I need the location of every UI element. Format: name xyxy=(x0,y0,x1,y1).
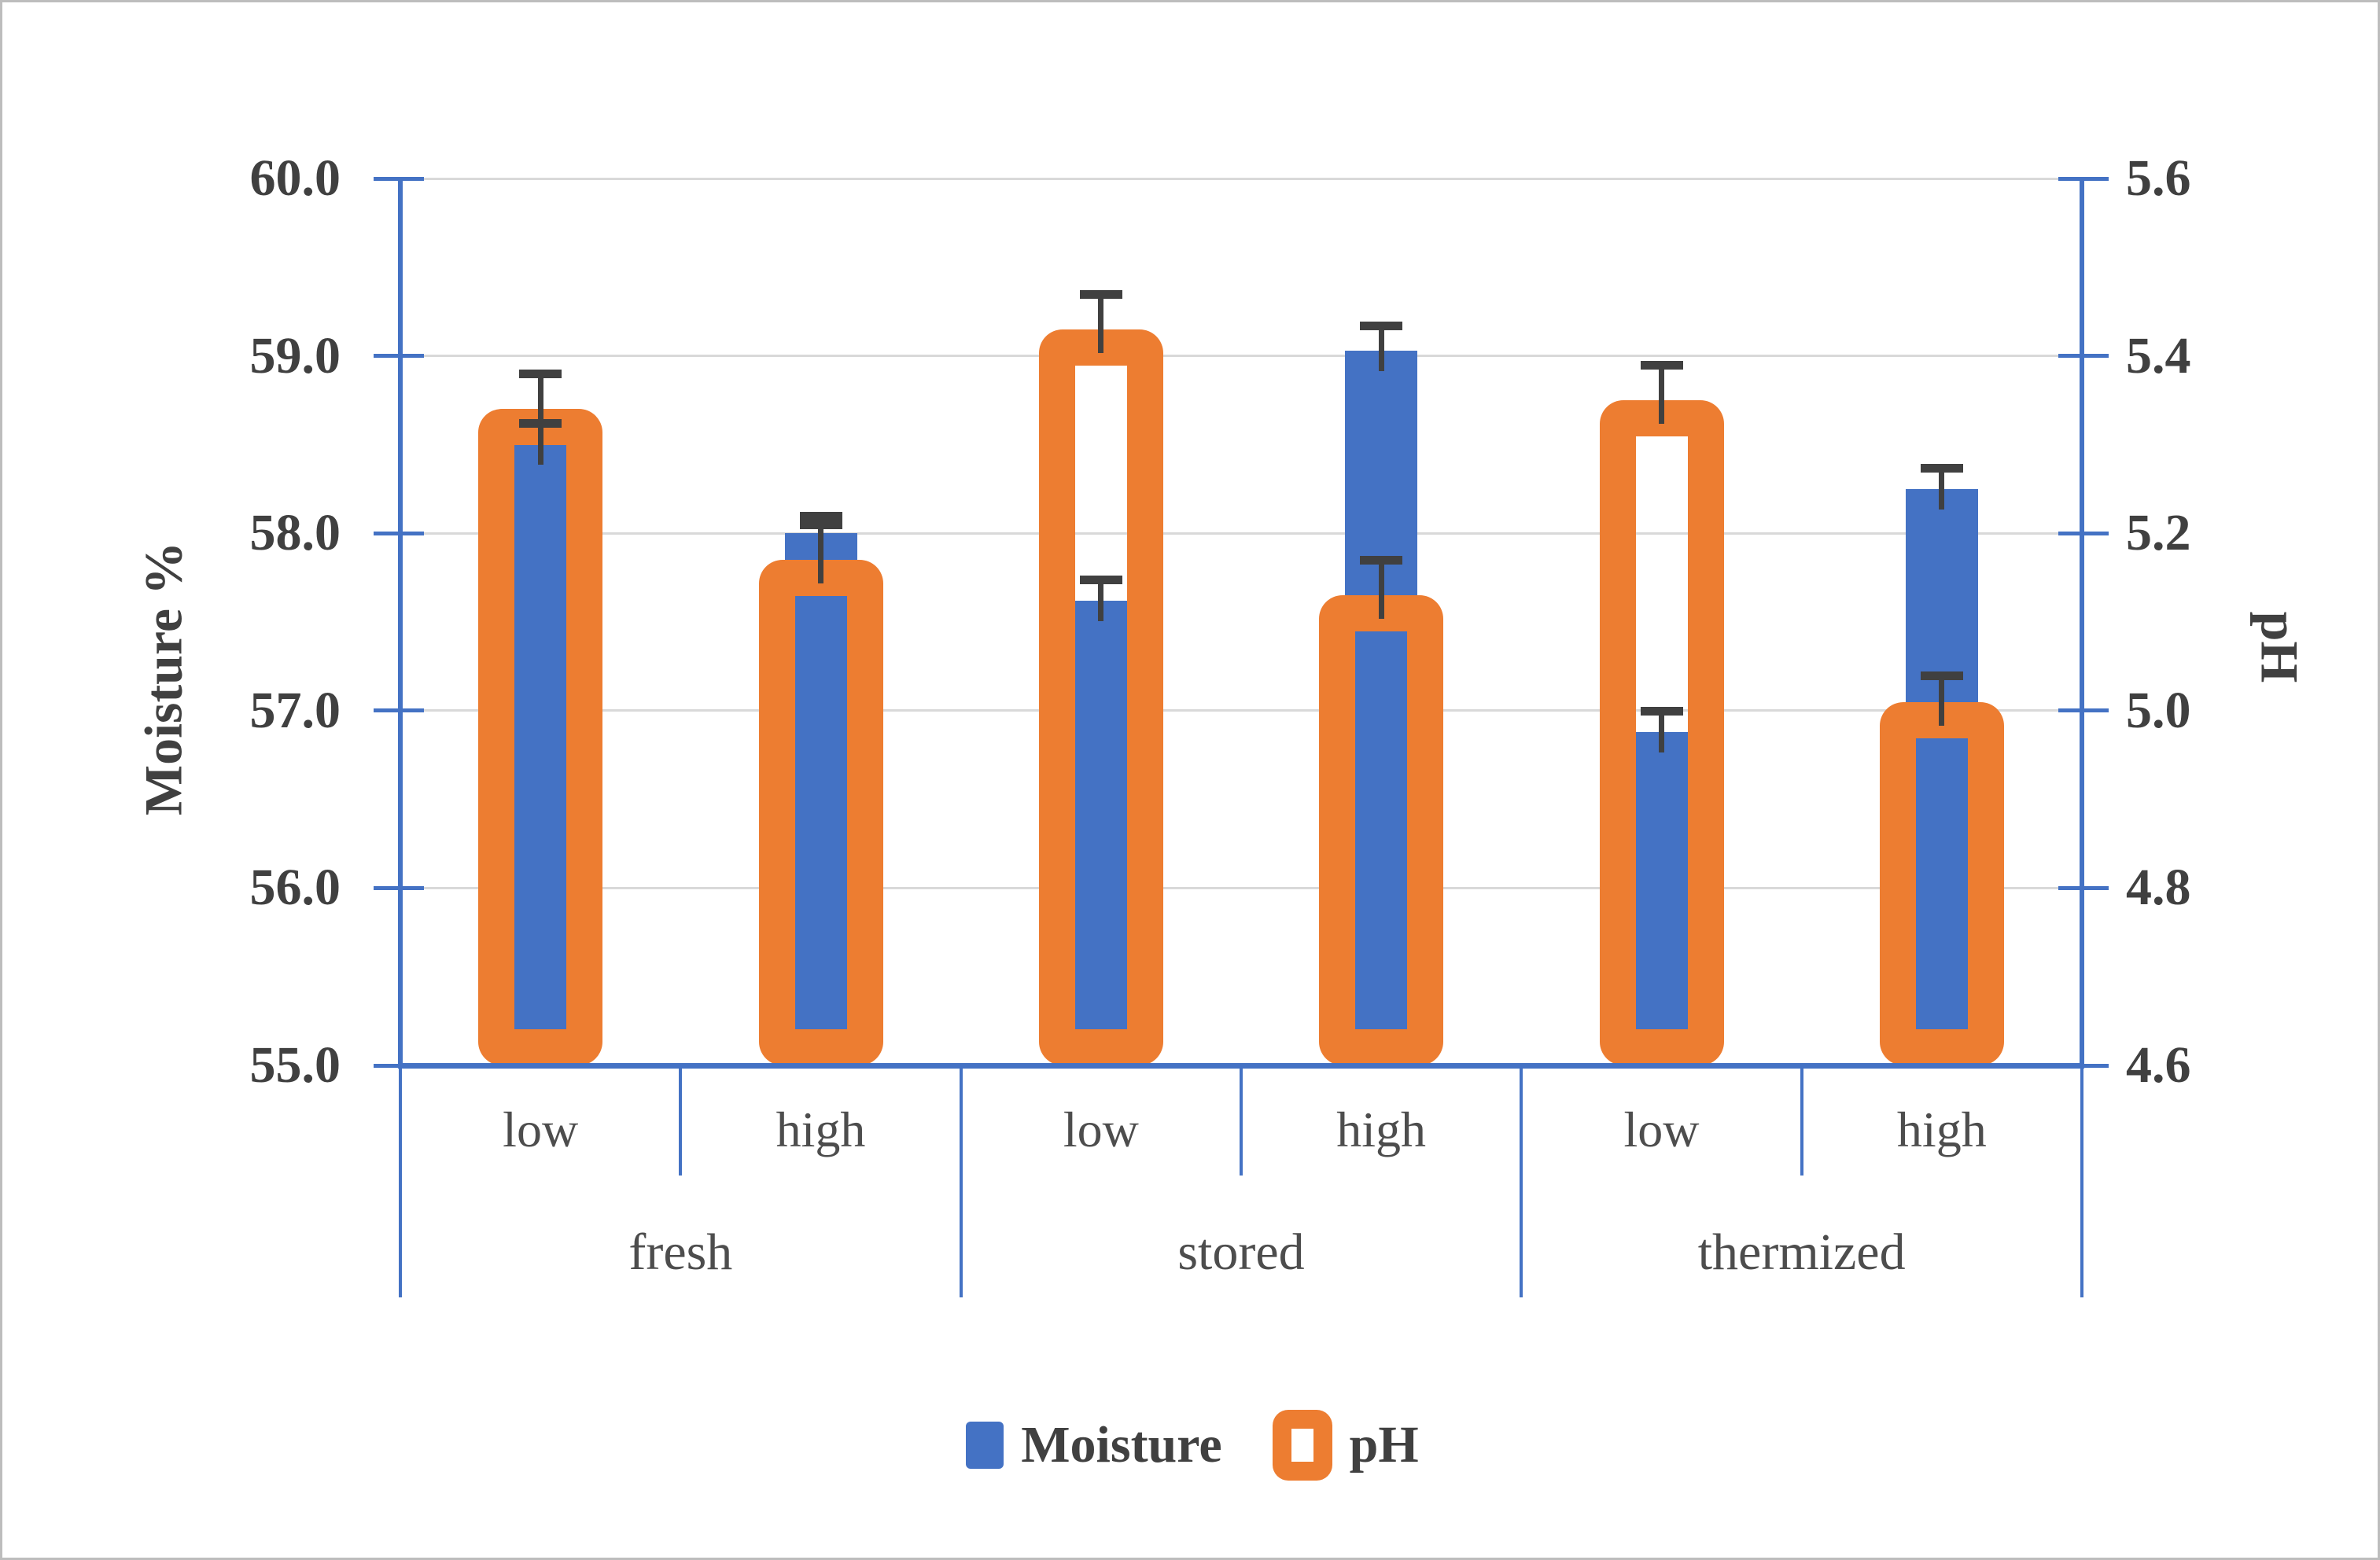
left-axis-tick xyxy=(374,1063,424,1068)
moisture-swatch-icon xyxy=(966,1422,1004,1469)
right-axis-tick xyxy=(2058,176,2109,181)
y-tick-label-left: 60.0 xyxy=(249,149,341,207)
bar-ph-stored-low xyxy=(1038,329,1163,1065)
left-axis-tick xyxy=(374,176,424,181)
bar-moisture-fresh-low xyxy=(504,444,577,1065)
error-bar-moisture-cap-fresh-high xyxy=(799,511,842,521)
error-bar-ph-stored-low xyxy=(1098,293,1104,353)
error-bar-ph-fresh-low xyxy=(537,373,543,433)
error-bar-moisture-stored-low xyxy=(1098,579,1104,621)
y-tick-label-right: 4.8 xyxy=(2126,859,2191,917)
bar-moisture-fresh-high xyxy=(784,533,857,1065)
x-axis-area: low high fresh low high stored low high thermize… xyxy=(399,1065,2083,1301)
bar-ph-fresh-high xyxy=(758,560,883,1065)
right-axis-title: pH xyxy=(2249,611,2310,683)
category-tick-line xyxy=(1800,1065,1803,1176)
plot-area xyxy=(374,176,2109,1069)
y-tick-label-right: 5.6 xyxy=(2126,149,2191,207)
left-axis-tick xyxy=(374,354,424,359)
error-bar-moisture-cap-stored-high xyxy=(1360,322,1403,331)
error-bar-moisture-fresh-low xyxy=(537,423,543,465)
bar-ph-thermized-high xyxy=(1879,701,2004,1065)
category-label-thermized-high: high xyxy=(1896,1102,1987,1157)
group-label-fresh: fresh xyxy=(628,1223,733,1281)
group-separator-line xyxy=(959,1065,963,1297)
y-tick-label-left: 58.0 xyxy=(249,504,341,562)
error-bar-ph-cap-thermized-low xyxy=(1640,360,1683,370)
legend-ph-label: pH xyxy=(1349,1416,1419,1474)
bar-ph-stored-high xyxy=(1319,595,1444,1065)
legend-item-moisture: Moisture xyxy=(966,1415,1222,1475)
right-axis-line xyxy=(2080,178,2084,1065)
group-separator-line xyxy=(2080,1065,2083,1297)
y-tick-label-right: 5.2 xyxy=(2126,504,2191,562)
category-tick-line xyxy=(1240,1065,1243,1176)
left-axis-title: Moisture % xyxy=(133,541,193,816)
error-bar-moisture-thermized-high xyxy=(1939,467,1945,510)
legend-item-ph: pH xyxy=(1272,1410,1419,1481)
y-tick-label-right: 5.0 xyxy=(2126,681,2191,739)
y-tick-label-left: 59.0 xyxy=(249,326,341,384)
error-bar-ph-cap-fresh-high xyxy=(799,520,842,529)
legend: Moisture pH xyxy=(2,1410,2378,1481)
error-bar-ph-cap-thermized-high xyxy=(1920,671,1963,680)
y-tick-label-right: 5.4 xyxy=(2126,326,2191,384)
left-axis-tick xyxy=(374,531,424,535)
error-bar-moisture-cap-thermized-low xyxy=(1640,706,1683,716)
group-label-stored: stored xyxy=(1177,1223,1305,1281)
error-bar-ph-thermized-high xyxy=(1939,675,1945,726)
legend-moisture-label: Moisture xyxy=(1021,1416,1222,1474)
category-tick-line xyxy=(679,1065,683,1176)
group-separator-line xyxy=(1520,1065,1523,1297)
category-label-stored-high: high xyxy=(1336,1102,1427,1157)
ph-swatch-icon xyxy=(1272,1410,1332,1481)
error-bar-moisture-thermized-low xyxy=(1659,710,1664,752)
error-bar-ph-cap-fresh-low xyxy=(519,370,562,379)
bar-moisture-stored-low xyxy=(1064,600,1137,1065)
bottom-axis-line xyxy=(398,1063,2084,1069)
right-axis-tick xyxy=(2058,885,2109,890)
gridline xyxy=(400,886,2082,889)
right-axis-tick xyxy=(2058,354,2109,359)
y-tick-label-left: 57.0 xyxy=(249,681,341,739)
error-bar-ph-cap-stored-high xyxy=(1360,556,1403,565)
left-axis-tick xyxy=(374,885,424,890)
y-tick-label-left: 55.0 xyxy=(249,1036,341,1094)
error-bar-ph-fresh-high xyxy=(818,524,823,584)
gridline xyxy=(400,177,2082,180)
left-axis-tick xyxy=(374,708,424,713)
bar-moisture-thermized-low xyxy=(1625,731,1698,1065)
gridline xyxy=(400,355,2082,358)
error-bar-ph-thermized-low xyxy=(1659,364,1664,424)
category-label-fresh-high: high xyxy=(776,1102,866,1157)
category-label-fresh-low: low xyxy=(503,1102,579,1157)
error-bar-ph-cap-stored-low xyxy=(1079,289,1122,299)
right-axis-tick xyxy=(2058,531,2109,535)
right-axis-tick xyxy=(2058,708,2109,713)
error-bar-moisture-cap-thermized-high xyxy=(1920,463,1963,473)
error-bar-ph-stored-high xyxy=(1378,560,1384,620)
gridline xyxy=(400,709,2082,712)
group-label-thermized: thermized xyxy=(1697,1223,1906,1281)
error-bar-moisture-cap-stored-low xyxy=(1079,575,1122,584)
bar-moisture-thermized-high xyxy=(1905,488,1978,1065)
y-tick-label-right: 4.6 xyxy=(2126,1036,2191,1094)
error-bar-moisture-stored-high xyxy=(1378,326,1384,371)
gridline xyxy=(400,532,2082,535)
group-separator-line xyxy=(399,1065,402,1297)
left-axis-line xyxy=(398,178,403,1065)
category-label-thermized-low: low xyxy=(1623,1102,1700,1157)
right-axis-tick xyxy=(2058,1063,2109,1068)
y-tick-label-left: 56.0 xyxy=(249,859,341,917)
bar-ph-fresh-low xyxy=(478,409,603,1065)
bar-moisture-stored-high xyxy=(1345,350,1418,1065)
category-label-stored-low: low xyxy=(1063,1102,1139,1157)
